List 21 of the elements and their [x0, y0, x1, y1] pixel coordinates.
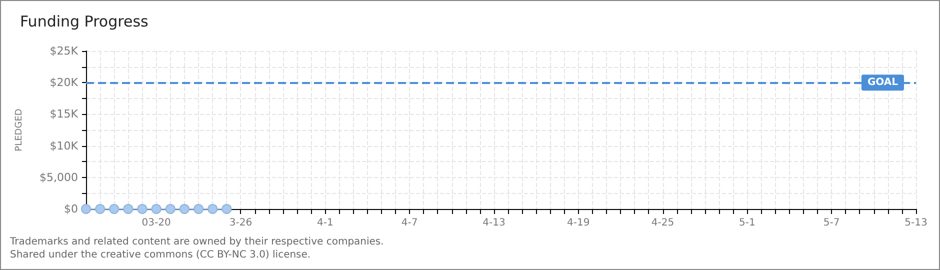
x-tick-label: 5-1: [739, 218, 756, 228]
x-tick-label: 5-13: [904, 218, 928, 228]
x-tick-label: 4-1: [316, 218, 334, 228]
y-axis-title: PLEDGED: [14, 108, 24, 152]
x-tick-label: 4-25: [651, 218, 674, 228]
x-tick-label: 5-7: [823, 218, 840, 228]
y-tick-label: $5,000: [40, 170, 78, 184]
y-tick-label: $20K: [50, 76, 79, 90]
x-tick-label: 3-26: [229, 218, 252, 228]
chart-title: Funding Progress: [20, 12, 149, 30]
text: Trademarks and related content are owned by their respective companies.: [9, 236, 384, 248]
y-tick-label: $0: [64, 202, 78, 216]
y-tick-label: $25K: [50, 44, 79, 58]
ref-line-label: GOAL: [867, 77, 899, 88]
text: Shared under the creative commons (CC BY-NC 3.0) license.: [10, 250, 311, 260]
x-tick-label: 03-20: [142, 218, 171, 228]
y-tick-label: $10K: [50, 139, 79, 152]
x-tick-label: 4-13: [482, 218, 506, 228]
x-tick-label: 4-19: [567, 218, 590, 228]
x-tick-label: 4-7: [401, 218, 418, 228]
y-tick-label: $15K: [50, 108, 79, 121]
